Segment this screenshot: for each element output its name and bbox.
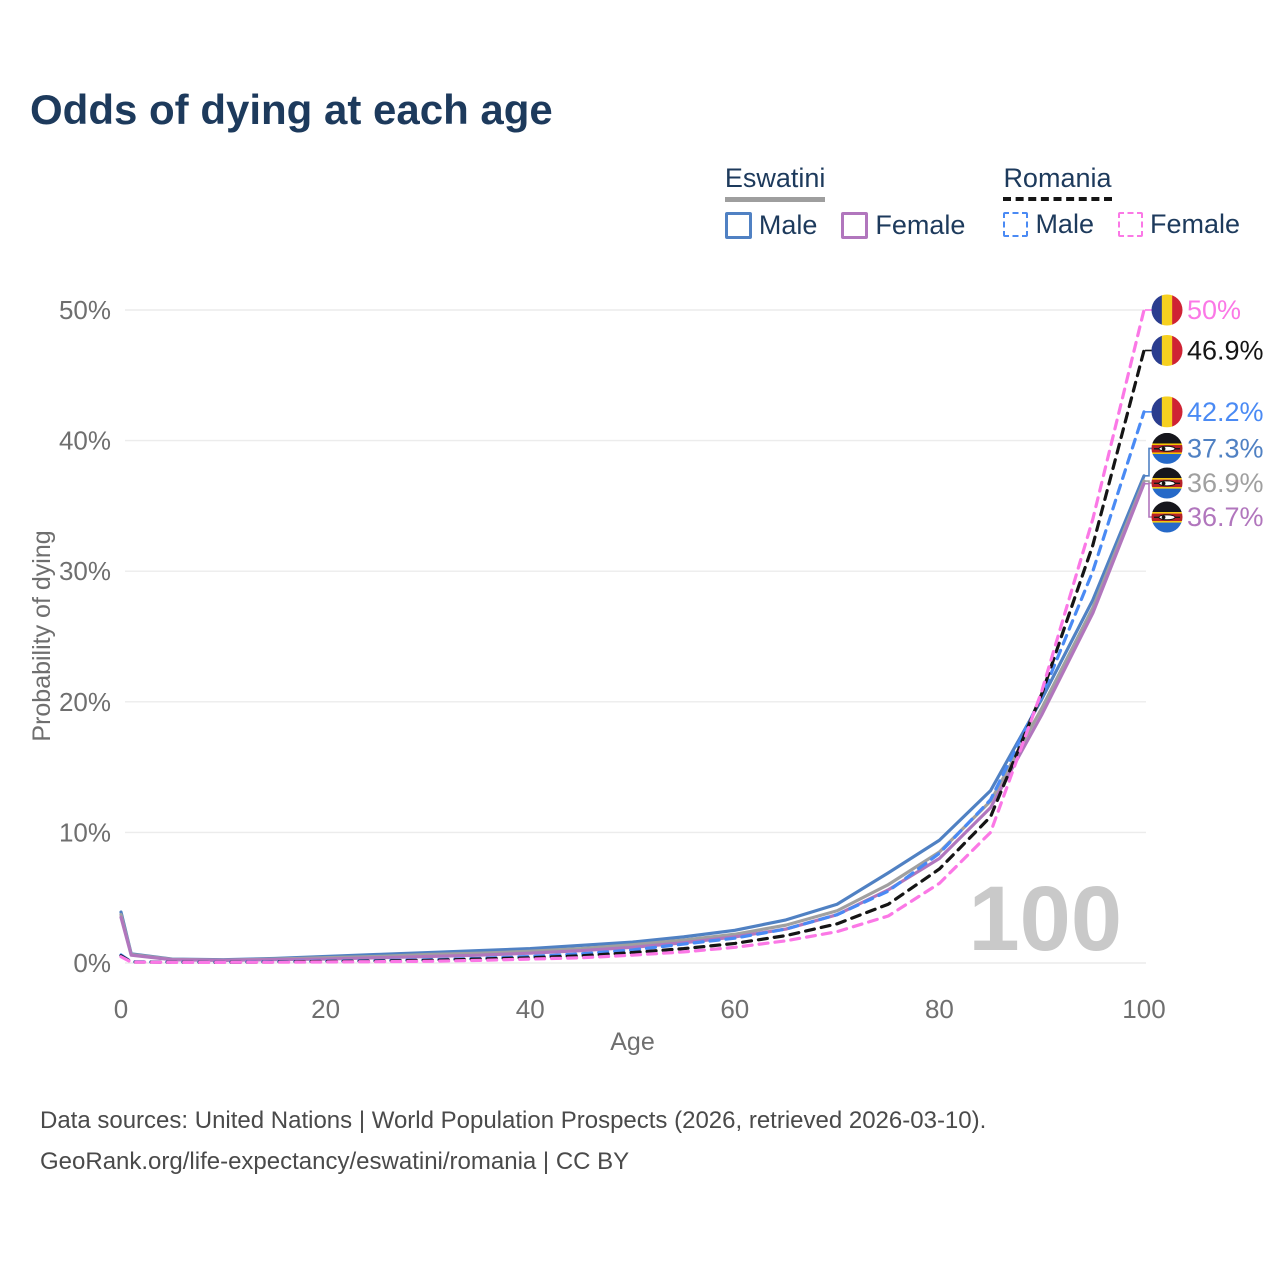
legend-group-eswatini: Eswatini Male Female [724,163,965,241]
legend-swatch-eswatini-female [841,212,869,239]
legend-label: Male [1035,209,1094,239]
legend-swatch-romania-male [1003,212,1029,237]
x-tick-label: 20 [311,994,340,1024]
y-tick-label: 40% [59,426,111,456]
y-tick-label: 30% [59,556,111,586]
footer-datasource-line: Data sources: United Nations | World Pop… [40,1107,987,1134]
legend-title-romania: Romania [1003,163,1112,201]
x-tick-label: 60 [720,994,749,1024]
y-tick-label: 20% [59,687,111,717]
series-line-romania-female[interactable] [119,308,1146,964]
legend-item-eswatini-female[interactable]: Female [841,210,965,241]
legend-item-romania-female[interactable]: Female [1117,209,1240,240]
legend-label: Male [758,210,818,240]
footer-attribution-line: GeoRank.org/life-expectancy/eswatini/rom… [40,1148,630,1175]
end-label-eswatini-both-sexes: 36.9% [1187,468,1264,498]
end-label-romania-male: 42.2% [1187,397,1264,427]
x-tick-label: 40 [516,994,545,1024]
y-tick-label: 50% [59,295,111,325]
x-axis-title: Age [610,1028,654,1056]
end-label-romania-both-sexes: 46.9% [1187,335,1264,365]
end-label-eswatini-male: 37.3% [1187,433,1264,463]
end-label-romania-female: 50% [1187,295,1241,325]
flag-eswatini-icon [1151,467,1183,499]
flag-eswatini-icon [1151,501,1183,533]
flag-romania-icon [1151,334,1183,366]
y-axis-title: Probability of dying [28,530,56,741]
footer: Data sources: United Nations | World Pop… [40,1100,986,1182]
legend-group-romania: Romania Male Female [1003,163,1240,241]
legend: Eswatini Male Female Romania Male Female [724,163,1240,241]
flag-romania-icon [1151,396,1183,428]
legend-item-eswatini-male[interactable]: Male [724,210,818,241]
legend-swatch-romania-female [1117,212,1143,237]
x-tick-label: 80 [925,994,954,1024]
legend-label: Female [875,210,966,240]
legend-swatch-eswatini-male [724,212,752,239]
y-tick-label: 0% [73,948,111,978]
legend-title-eswatini: Eswatini [724,163,826,202]
end-label-connector [1145,482,1153,518]
x-tick-label: 100 [1122,994,1165,1024]
y-tick-label: 10% [59,817,111,847]
age-counter-watermark: 100 [969,868,1123,970]
flag-romania-icon [1151,294,1183,326]
series-line-eswatini-female[interactable] [119,482,1146,962]
end-label-connector [1145,447,1153,477]
page-title: Odds of dying at each age [30,86,553,133]
legend-label: Female [1149,209,1240,239]
flag-eswatini-icon [1151,432,1183,464]
x-tick-label: 0 [114,994,128,1024]
end-label-eswatini-female: 36.7% [1187,502,1264,532]
legend-item-romania-male[interactable]: Male [1003,209,1094,240]
end-label-connector [1145,480,1153,484]
